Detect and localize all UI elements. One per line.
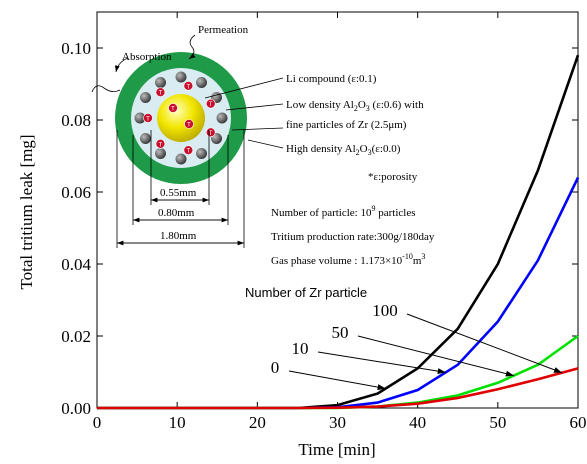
zr-particle [216, 112, 228, 124]
zr-particle [155, 76, 166, 88]
y-tick-label: 0.10 [61, 39, 91, 58]
text-part: 3 [368, 148, 372, 157]
gas-volume: Gas phase volume : 1.173×10-10m3 [271, 252, 425, 267]
dimension-outer: 1.80mm [160, 230, 197, 242]
legend-arrow [317, 351, 446, 375]
text-part: (ε:0.0) [372, 143, 401, 155]
tritium-label: T [146, 117, 150, 123]
legend-label: 50 [332, 323, 349, 342]
text-part: m [413, 255, 422, 267]
legend-arrow [406, 313, 563, 374]
tritium-label: T [159, 91, 163, 97]
text-part: (ε:0.6) with [370, 99, 424, 111]
y-tick-label: 0.04 [61, 255, 91, 274]
y-tick-label: 0.00 [61, 399, 91, 418]
text-part: O [358, 99, 366, 111]
series-line [97, 367, 579, 410]
legend-label: 10 [292, 339, 309, 358]
dimension-lines [91, 34, 284, 248]
x-tick-label: 50 [489, 413, 506, 432]
absorption-label: Absorption [122, 51, 172, 63]
legend-arrow [357, 335, 514, 377]
particle-count: Number of particle: 109 particles [271, 204, 416, 219]
tritium-particle [155, 139, 166, 149]
text-part: 2 [356, 148, 360, 157]
tritium-particle [183, 145, 194, 155]
dimension-inner: 0.55mm [160, 187, 197, 199]
legend-title: Number of Zr particle [245, 285, 367, 300]
text-part: Low density Al [286, 99, 354, 111]
zr-particle [139, 133, 151, 144]
high-density-label: High density Al2O3(ε:0.0) [286, 143, 401, 157]
inset-diagram: T T T T T T T T T Permeation Absorption Li compo… [91, 24, 435, 267]
text-part: 9 [372, 204, 376, 213]
tritium-label: T [209, 102, 213, 108]
legend-label: 100 [372, 301, 398, 320]
y-tick-label: 0.08 [61, 111, 91, 130]
zr-particle [175, 71, 187, 83]
porosity-note: *ε:porosity [368, 171, 418, 183]
zr-particle [134, 112, 146, 124]
zr-particle [175, 153, 187, 165]
series-line [97, 334, 579, 410]
tritium-label: T [209, 131, 213, 137]
zr-particle [139, 92, 151, 103]
text-part: 3 [421, 252, 425, 261]
tritium-label: T [171, 107, 175, 113]
text-part: particles [376, 207, 416, 219]
tritium-label: T [159, 142, 163, 148]
x-tick-label: 0 [93, 413, 102, 432]
y-axis-label: Total tritium leak [mg] [17, 134, 36, 289]
tritium-particle [143, 113, 153, 123]
low-density-label: Low density Al2O3 (ε:0.6) with [286, 99, 424, 113]
plot-area: 0 10 20 30 40 50 60 0.00 0.02 0.04 0.06 0.08 0.10 0 10… [61, 11, 587, 432]
tritium-particle [168, 103, 178, 113]
zr-particle [155, 148, 166, 160]
text-part: 3 [366, 104, 370, 113]
tritium-particle [205, 127, 216, 138]
text-part: O [360, 143, 368, 155]
tritium-particle [183, 81, 194, 91]
li-core [157, 94, 205, 142]
y-tick-label: 0.06 [61, 183, 91, 202]
legend-arrow [288, 370, 386, 391]
y-tick-label: 0.02 [61, 327, 91, 346]
zr-particle [196, 148, 207, 160]
text-part: Gas phase volume : 1.173×10 [271, 255, 403, 267]
x-tick-label: 30 [329, 413, 346, 432]
fine-particles-label: fine particles of Zr (2.5μm) [286, 119, 407, 131]
dimension-middle: 0.80mm [158, 207, 195, 219]
legend-label: 0 [271, 358, 280, 377]
zr-particle [196, 76, 207, 88]
tritium-label: T [187, 149, 191, 155]
x-tick-label: 20 [249, 413, 266, 432]
text-part: 2 [354, 104, 358, 113]
x-tick-label: 60 [570, 413, 587, 432]
li-compound-label: Li compound (ε:0.1) [286, 73, 377, 85]
tritium-particle [155, 87, 166, 97]
tritium-particle [205, 98, 216, 109]
text-part: -10 [402, 252, 413, 261]
text-part: Number of particle: 10 [271, 207, 372, 219]
production-rate: Tritium production rate:300g/180day [271, 231, 435, 243]
x-tick-label: 40 [409, 413, 426, 432]
x-tick-label: 10 [169, 413, 186, 432]
x-axis-label: Time [min] [298, 440, 375, 459]
tritium-label: T [187, 84, 191, 90]
tritium-label: T [187, 123, 191, 129]
tritium-particle [184, 119, 194, 129]
permeation-label: Permeation [198, 24, 249, 36]
text-part: High density Al [286, 143, 356, 155]
